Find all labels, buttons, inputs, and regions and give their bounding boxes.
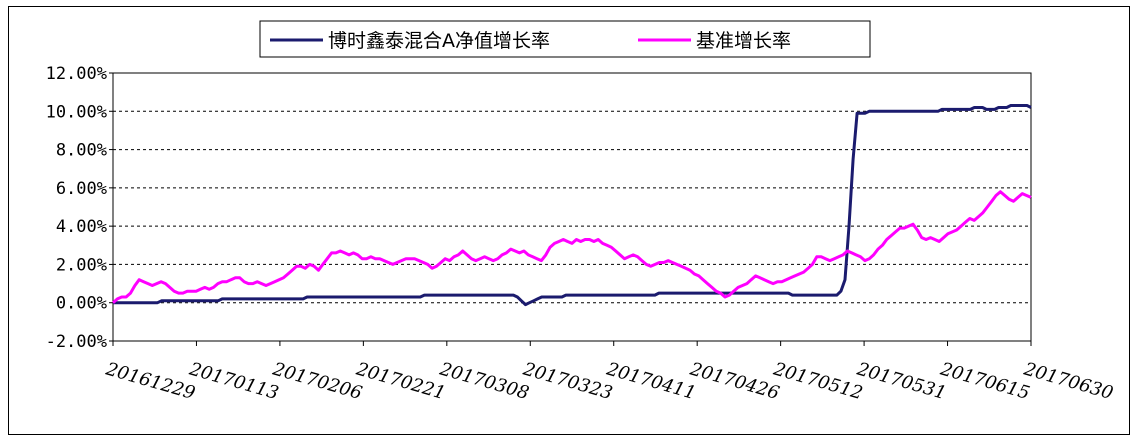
series-lines <box>112 104 1032 307</box>
y-tick-label: 0.00% <box>56 294 107 314</box>
y-axis-ticks: 12.00% 10.00% 8.00% 6.00% 4.00% 2.00% 0.00% -2.… <box>46 64 113 352</box>
x-tick-label: 20170531 <box>854 358 949 404</box>
series-line-1 <box>113 104 1032 307</box>
legend-label-series-2: 基准增长率 <box>696 30 791 52</box>
y-tick-label: 2.00% <box>56 255 107 275</box>
series-line-2 <box>112 190 1032 304</box>
y-tick-label: -2.00% <box>46 332 107 352</box>
x-tick-label: 20170323 <box>520 358 615 404</box>
x-tick-label: 20170630 <box>1021 358 1116 404</box>
chart-frame <box>8 6 1130 435</box>
legend: 博时鑫泰混合A净值增长率 基准增长率 <box>259 20 871 58</box>
x-tick-label: 20170221 <box>353 358 448 404</box>
y-tick-label: 10.00% <box>46 102 107 122</box>
y-tick-label: 4.00% <box>56 217 107 237</box>
legend-box <box>259 20 871 58</box>
x-tick-label: 20170512 <box>770 358 865 404</box>
x-tick-label: 20161229 <box>103 358 198 404</box>
grid-lines <box>112 72 1032 342</box>
x-axis-ticks: 2016122920170113201702062017022120170308… <box>103 341 1116 404</box>
x-tick-label: 20170206 <box>270 358 365 404</box>
x-tick-label: 20170308 <box>436 358 531 404</box>
x-tick-label: 20170615 <box>937 358 1032 404</box>
x-tick-label: 20170426 <box>687 358 782 404</box>
y-tick-label: 6.00% <box>56 179 107 199</box>
plot-area <box>112 72 1032 342</box>
legend-label-series-1: 博时鑫泰混合A净值增长率 <box>328 30 550 52</box>
y-tick-label: 8.00% <box>56 141 107 161</box>
y-tick-label: 12.00% <box>46 64 107 84</box>
x-tick-label: 20170113 <box>186 358 281 404</box>
x-tick-label: 20170411 <box>603 358 698 404</box>
